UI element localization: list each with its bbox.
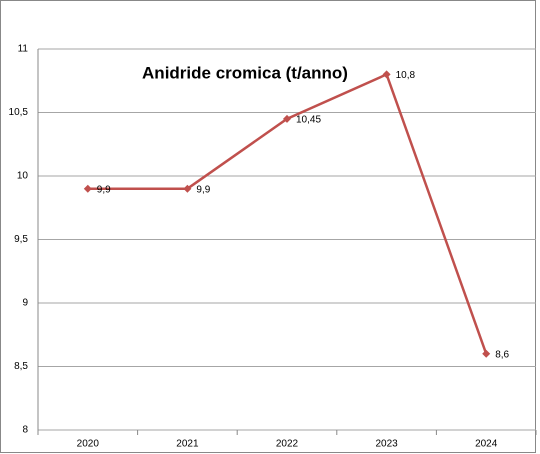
y-tick-label: 10,5 <box>9 107 29 118</box>
y-tick-label: 8 <box>22 425 28 436</box>
y-tick-label: 9 <box>22 298 28 309</box>
point <box>283 114 291 123</box>
x-tick-label: 2022 <box>276 439 299 450</box>
data-label: 10,8 <box>396 70 416 81</box>
data-label: 8,6 <box>495 349 509 360</box>
y-tick-label: 10 <box>17 171 29 182</box>
data-label: 10,45 <box>296 114 321 125</box>
x-tick-label: 2024 <box>475 439 498 450</box>
data-label: 9,9 <box>196 184 210 195</box>
chart-title: Anidride cromica (t/anno) <box>142 63 348 82</box>
point <box>382 70 391 79</box>
x-tick-label: 2021 <box>176 439 199 450</box>
point <box>482 349 491 358</box>
data-label: 9,9 <box>97 184 111 195</box>
point <box>83 184 92 193</box>
y-tick-label: 9,5 <box>14 234 28 245</box>
y-tick-label: 8,5 <box>14 361 28 372</box>
x-tick-label: 2020 <box>77 439 100 450</box>
y-tick-label: 11 <box>18 44 29 55</box>
point <box>183 184 192 193</box>
x-tick-label: 2023 <box>375 439 398 450</box>
